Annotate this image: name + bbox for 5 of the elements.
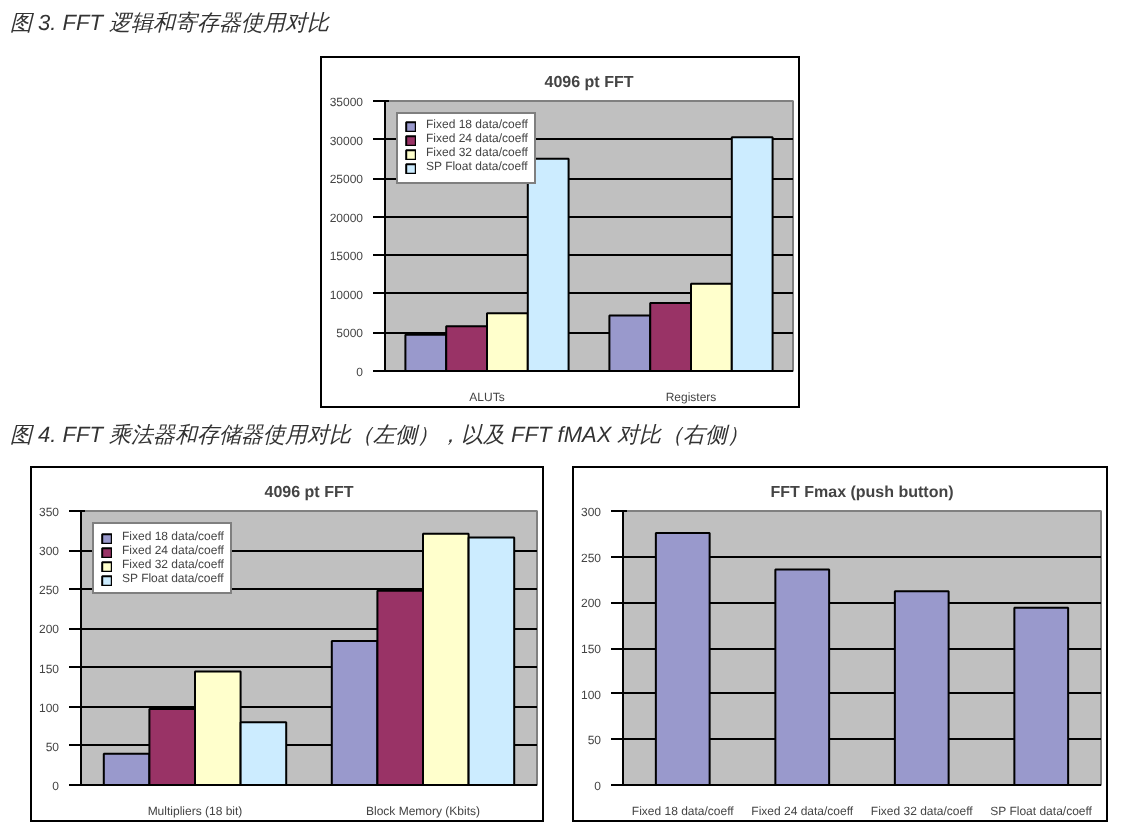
chart-title: 4096 pt FFT: [544, 72, 634, 91]
caption: 图 3. FFT 逻辑和寄存器使用对比: [10, 10, 329, 40]
chart-title: 4096 pt FFT: [264, 483, 354, 502]
chart-title: FFT Fmax (push button): [770, 483, 955, 502]
caption: 图 4. FFT 乘法器和存储器使用对比（左侧），以及 FFT fMAX 对比（右侧）: [10, 421, 750, 452]
